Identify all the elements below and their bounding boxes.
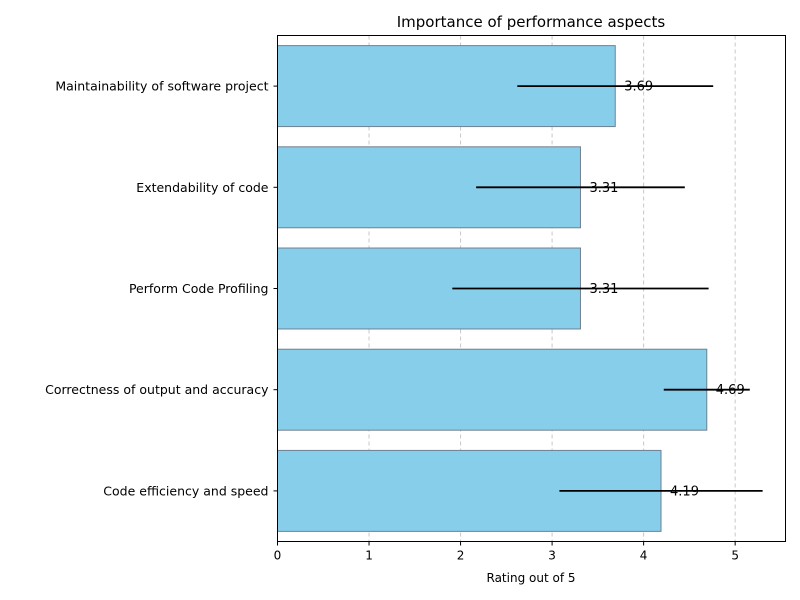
y-tick-label: Perform Code Profiling bbox=[129, 281, 269, 296]
value-labels: 3.69 3.31 3.31 4.69 4.19 bbox=[589, 80, 744, 500]
chart-title: Importance of performance aspects bbox=[397, 13, 666, 31]
y-tick-label: Extendability of code bbox=[136, 180, 269, 195]
x-tick-label: 0 bbox=[274, 549, 282, 563]
bars bbox=[277, 45, 708, 532]
x-tick-label: 5 bbox=[731, 549, 739, 563]
x-tick-label: 2 bbox=[457, 549, 465, 563]
y-tick-label: Maintainability of software project bbox=[55, 79, 268, 94]
value-label: 3.69 bbox=[624, 80, 653, 95]
x-tick-label: 3 bbox=[548, 549, 556, 563]
y-tick-label: Correctness of output and accuracy bbox=[45, 382, 269, 397]
value-label: 4.69 bbox=[716, 383, 745, 398]
value-label: 3.31 bbox=[589, 181, 618, 196]
y-axis-ticks: Maintainability of software project Exten… bbox=[45, 79, 278, 498]
x-axis-ticks: 0 1 2 3 4 5 bbox=[274, 541, 739, 563]
x-tick-label: 4 bbox=[640, 549, 648, 563]
x-tick-label: 1 bbox=[365, 549, 373, 563]
x-axis-label: Rating out of 5 bbox=[487, 571, 576, 585]
y-tick-label: Code efficiency and speed bbox=[103, 483, 268, 498]
bar bbox=[277, 348, 708, 431]
value-label: 4.19 bbox=[670, 484, 699, 499]
error-bars bbox=[452, 85, 763, 492]
value-label: 3.31 bbox=[589, 282, 618, 297]
